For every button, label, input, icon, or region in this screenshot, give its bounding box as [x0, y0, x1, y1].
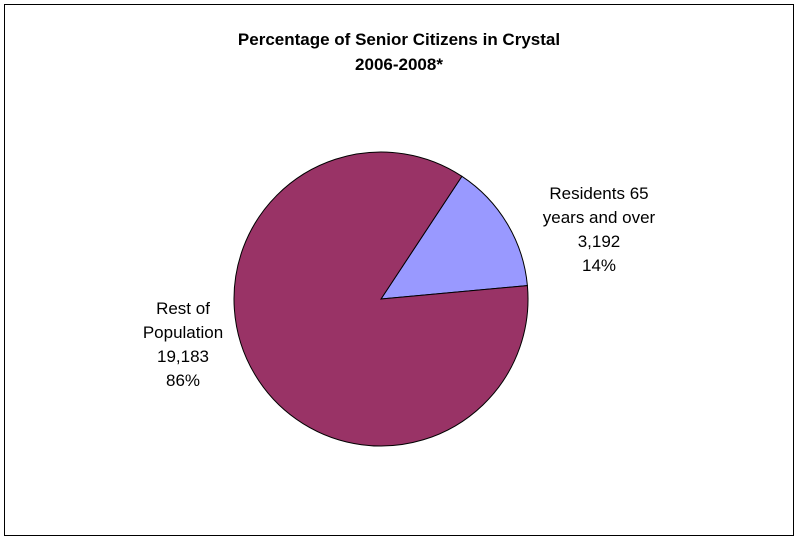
seniors-label-line-2: years and over — [542, 208, 656, 227]
pie-chart — [233, 151, 529, 447]
rest-value: 19,183 — [157, 347, 209, 366]
seniors-label-line-1: Residents 65 — [549, 184, 649, 203]
chart-title: Percentage of Senior Citizens in Crystal… — [5, 27, 793, 77]
chart-title-line-1: Percentage of Senior Citizens in Crystal — [237, 30, 561, 49]
pie-slice-seniors — [380, 175, 528, 300]
pie-slice-rest — [233, 151, 529, 447]
rest-label-line-2: Population — [142, 323, 224, 342]
slice-label-seniors: Residents 65 years and over 3,192 14% — [513, 182, 685, 278]
seniors-percent: 14% — [581, 256, 617, 275]
rest-percent: 86% — [165, 371, 201, 390]
chart-area: Percentage of Senior Citizens in Crystal… — [4, 4, 794, 536]
slice-label-rest: Rest of Population 19,183 86% — [117, 297, 249, 393]
chart-title-line-2: 2006-2008* — [355, 55, 443, 74]
rest-label-line-1: Rest of — [156, 299, 210, 318]
seniors-value: 3,192 — [577, 232, 621, 251]
